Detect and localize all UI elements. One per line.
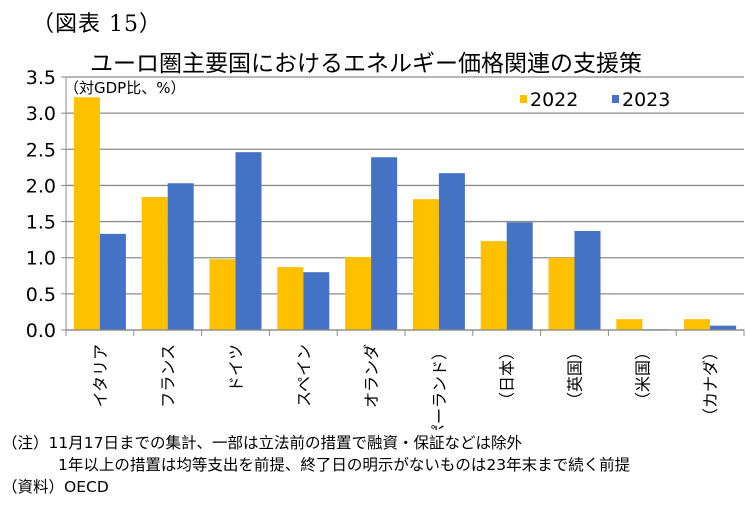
bar-2023-2 xyxy=(235,152,262,330)
y-tick-label: 2.5 xyxy=(26,139,56,161)
bar-2022-7 xyxy=(548,257,575,330)
x-tick-label: （日本） xyxy=(498,344,517,408)
figure-label: （図表 15） xyxy=(32,12,162,37)
y-tick-label: 3.0 xyxy=(26,103,56,125)
bar-2023-4 xyxy=(371,157,398,330)
y-axis-ticks: 0.0 0.5 1.0 1.5 2.0 2.5 3.0 3.5 xyxy=(26,67,67,342)
x-tick-label: イタリア xyxy=(91,344,110,407)
y-tick-label: 1.5 xyxy=(26,212,56,234)
bar-2022-6 xyxy=(480,241,507,330)
y-tick-label: 0.5 xyxy=(26,284,56,306)
bar-2023-3 xyxy=(303,272,330,330)
y-tick-label: 1.0 xyxy=(26,248,56,270)
y-axis-unit-label: （対GDP比、%） xyxy=(64,79,185,97)
bar-2022-3 xyxy=(277,267,304,330)
x-tick-label: （米国） xyxy=(633,344,652,408)
y-tick-label: 2.0 xyxy=(26,175,56,197)
note-line-2: 1年以上の措置は均等支出を前提、終了日の明示がないものは23年末まで続く前提 xyxy=(58,456,631,474)
bar-2023-1 xyxy=(167,183,194,330)
bar-chart: 0.0 0.5 1.0 1.5 2.0 2.5 3.0 3.5 イタリア フランス ドイツ スペイン… xyxy=(26,67,745,430)
x-tick-label: （英国） xyxy=(566,344,585,408)
notes: （注）11月17日までの集計、一部は立法前の措置で融資・保証などは除外 1年以上… xyxy=(2,432,630,498)
legend-swatch-2022 xyxy=(520,95,527,103)
y-tick-label: 0.0 xyxy=(26,320,56,342)
x-tick-label: オランダ xyxy=(362,344,381,408)
bar-2023-0 xyxy=(99,233,126,330)
bar-2023-5 xyxy=(438,173,465,330)
legend: 2022 2023 xyxy=(520,89,670,111)
x-axis xyxy=(65,329,745,336)
bar-2022-5 xyxy=(412,199,439,330)
bar-2022-8 xyxy=(616,319,643,330)
bar-2022-1 xyxy=(141,196,168,330)
x-tick-label: （カナダ） xyxy=(701,344,720,424)
y-tick-label: 3.5 xyxy=(26,67,56,89)
source-line: （資料）OECD xyxy=(2,478,109,496)
x-axis-labels: イタリア フランス ドイツ スペイン オランダ （ポーランド） （日本） （英国） （米国） （カ… xyxy=(91,344,720,430)
legend-label-2023: 2023 xyxy=(622,89,670,111)
bar-2022-0 xyxy=(73,97,100,331)
chart-title: ユーロ圏主要国におけるエネルギー価格関連の支援策 xyxy=(90,51,642,77)
legend-label-2022: 2022 xyxy=(530,89,578,111)
x-tick-label: スペイン xyxy=(294,344,313,407)
x-tick-label: ドイツ xyxy=(227,344,246,392)
bar-2022-2 xyxy=(209,259,236,330)
legend-swatch-2023 xyxy=(612,95,619,103)
note-line-1: （注）11月17日までの集計、一部は立法前の措置で融資・保証などは除外 xyxy=(2,434,522,452)
x-tick-label: フランス xyxy=(159,344,178,408)
bar-2022-9 xyxy=(684,319,711,330)
bar-2022-4 xyxy=(345,256,372,330)
bar-2023-7 xyxy=(574,230,601,330)
x-tick-label: （ポーランド） xyxy=(430,344,449,430)
bar-2023-6 xyxy=(506,222,533,330)
bar-2023-9 xyxy=(710,325,737,330)
bars xyxy=(73,97,737,331)
